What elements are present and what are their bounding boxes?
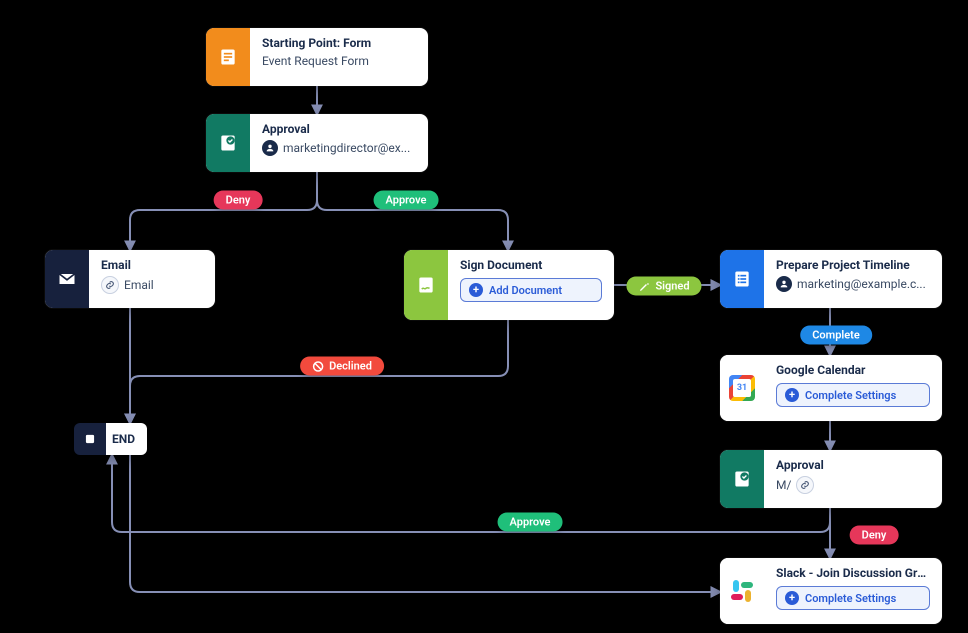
badge-deny: Deny	[214, 191, 263, 210]
user-icon	[262, 140, 278, 156]
slack-icon	[720, 558, 764, 624]
node-end[interactable]: END	[74, 423, 147, 455]
form-icon	[206, 28, 250, 86]
badge-approve: Approve	[498, 513, 563, 532]
node-approval-1[interactable]: Approval marketingdirector@ex...	[206, 114, 428, 172]
plus-icon: +	[469, 283, 483, 297]
user-icon	[776, 276, 792, 292]
add-document-button[interactable]: + Add Document	[460, 278, 602, 302]
badge-declined: Declined	[300, 357, 384, 376]
link-icon	[101, 276, 119, 294]
node-title: Email	[101, 258, 203, 272]
plus-icon: +	[785, 388, 799, 402]
node-subtitle: marketing@example.c...	[776, 276, 930, 292]
node-subtitle: Email	[101, 276, 203, 294]
stop-icon	[74, 423, 106, 455]
sign-icon	[404, 250, 448, 320]
node-google-calendar[interactable]: Google Calendar + Complete Settings	[720, 355, 942, 421]
node-title: Starting Point: Form	[262, 36, 416, 50]
node-title: Prepare Project Timeline	[776, 258, 930, 272]
google-calendar-icon	[720, 355, 764, 421]
complete-settings-button[interactable]: + Complete Settings	[776, 383, 930, 407]
node-title: Slack - Join Discussion Grou...	[776, 566, 930, 580]
badge-complete: Complete	[800, 326, 872, 345]
node-title: Google Calendar	[776, 363, 930, 377]
badge-deny: Deny	[850, 526, 899, 545]
node-prepare-timeline[interactable]: Prepare Project Timeline marketing@examp…	[720, 250, 942, 308]
node-email[interactable]: Email Email	[45, 250, 215, 308]
approval-icon	[720, 450, 764, 508]
node-subtitle: Event Request Form	[262, 54, 416, 68]
link-icon	[796, 476, 814, 494]
node-slack[interactable]: Slack - Join Discussion Grou... + Comple…	[720, 558, 942, 624]
ban-icon	[312, 360, 324, 372]
node-sign-document[interactable]: Sign Document + Add Document	[404, 250, 614, 320]
plus-icon: +	[785, 591, 799, 605]
complete-settings-button[interactable]: + Complete Settings	[776, 586, 930, 610]
end-label: END	[106, 423, 147, 455]
node-approval-2[interactable]: Approval M/	[720, 450, 942, 508]
badge-signed: Signed	[626, 277, 701, 296]
approval-icon	[206, 114, 250, 172]
badge-approve: Approve	[374, 191, 439, 210]
node-start[interactable]: Starting Point: Form Event Request Form	[206, 28, 428, 86]
email-icon	[45, 250, 89, 308]
list-icon	[720, 250, 764, 308]
node-subtitle: marketingdirector@ex...	[262, 140, 416, 156]
node-title: Approval	[776, 458, 930, 472]
node-title: Approval	[262, 122, 416, 136]
pen-icon	[638, 280, 650, 292]
node-title: Sign Document	[460, 258, 602, 272]
node-subtitle: M/	[776, 476, 930, 494]
